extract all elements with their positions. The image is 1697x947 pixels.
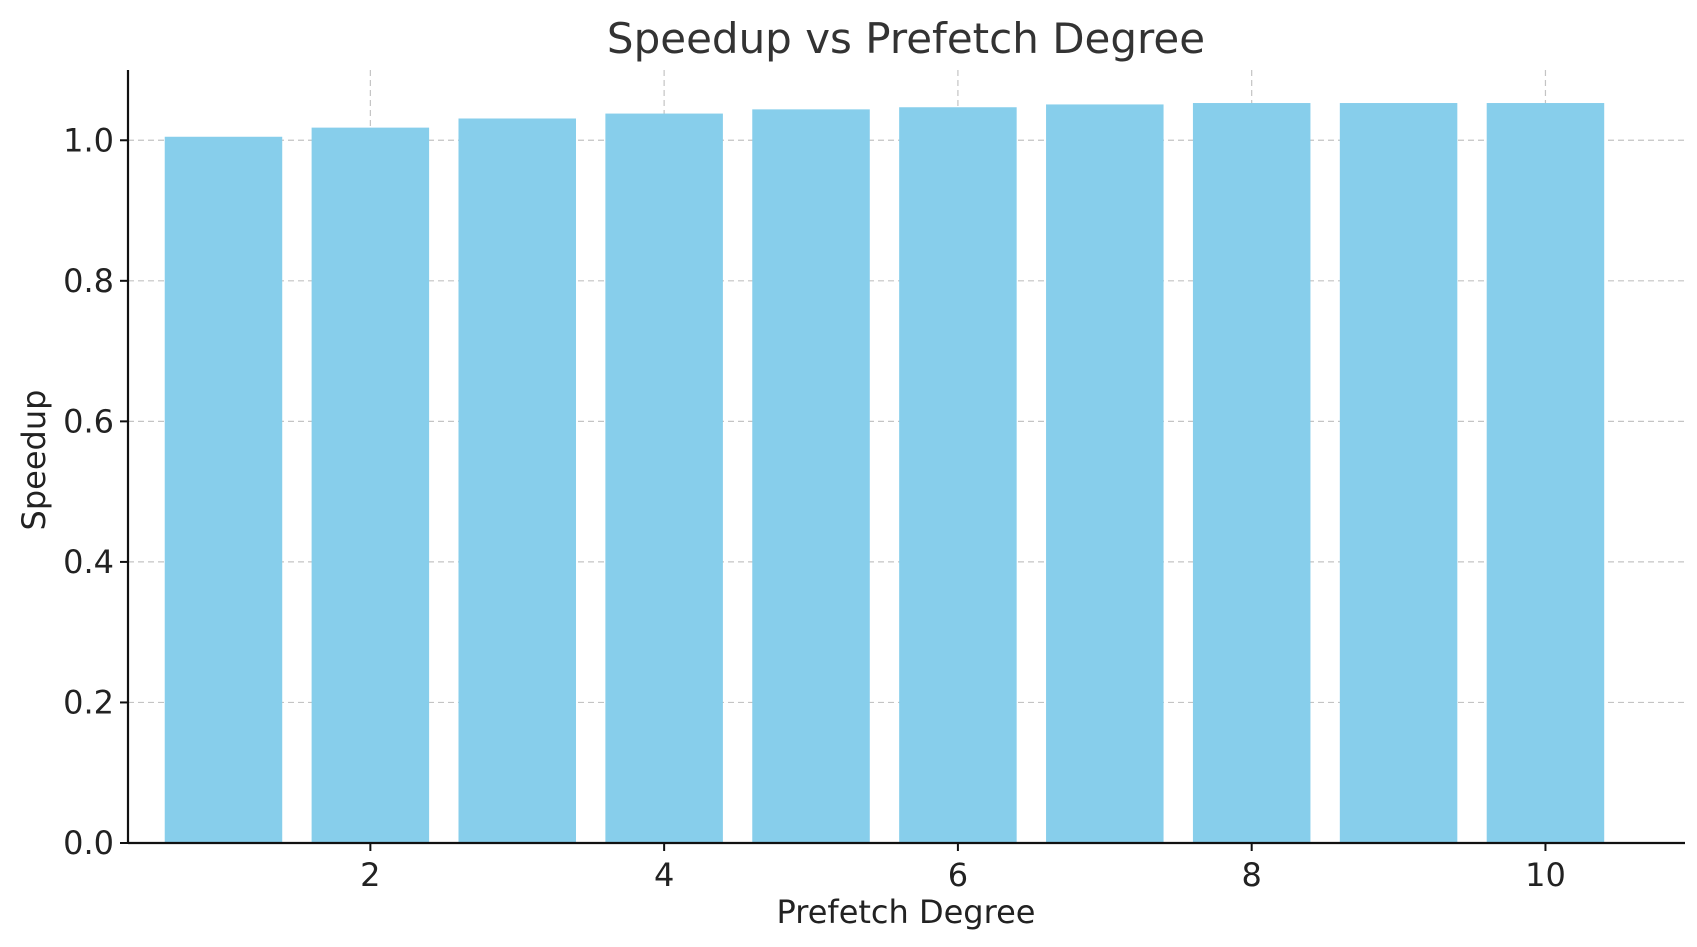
x-tick-label-2: 6	[948, 856, 968, 894]
bar-10	[1486, 103, 1605, 843]
x-tick-label-3: 8	[1242, 856, 1262, 894]
y-tick-label-1: 0.2	[63, 683, 114, 721]
axes	[126, 70, 1685, 845]
bar-3	[458, 118, 577, 844]
y-tick-label-5: 1.0	[63, 121, 114, 159]
x-axis-label: Prefetch Degree	[777, 893, 1036, 931]
chart-title: Speedup vs Prefetch Degree	[607, 14, 1205, 63]
bar-1	[164, 136, 283, 843]
bar-8	[1192, 103, 1311, 843]
x-tick-label-1: 4	[654, 856, 674, 894]
bar-7	[1046, 104, 1164, 843]
y-ticks: 0.0 0.2 0.4 0.6 0.8 1.0	[63, 121, 128, 862]
bar-4	[605, 113, 723, 843]
y-tick-label-0: 0.0	[63, 824, 114, 862]
x-tick-label-0: 2	[360, 856, 380, 894]
bar-6	[899, 107, 1017, 843]
y-tick-label-2: 0.4	[63, 543, 114, 581]
bar-2	[311, 127, 430, 843]
bar-5	[752, 109, 870, 844]
bars	[164, 103, 1605, 844]
y-tick-label-4: 0.8	[63, 262, 114, 300]
x-tick-label-4: 10	[1525, 856, 1566, 894]
bar-9	[1339, 103, 1458, 843]
y-axis-label: Speedup	[15, 390, 53, 531]
x-ticks: 2 4 6 8 10	[360, 843, 1566, 894]
y-tick-label-3: 0.6	[63, 402, 114, 440]
